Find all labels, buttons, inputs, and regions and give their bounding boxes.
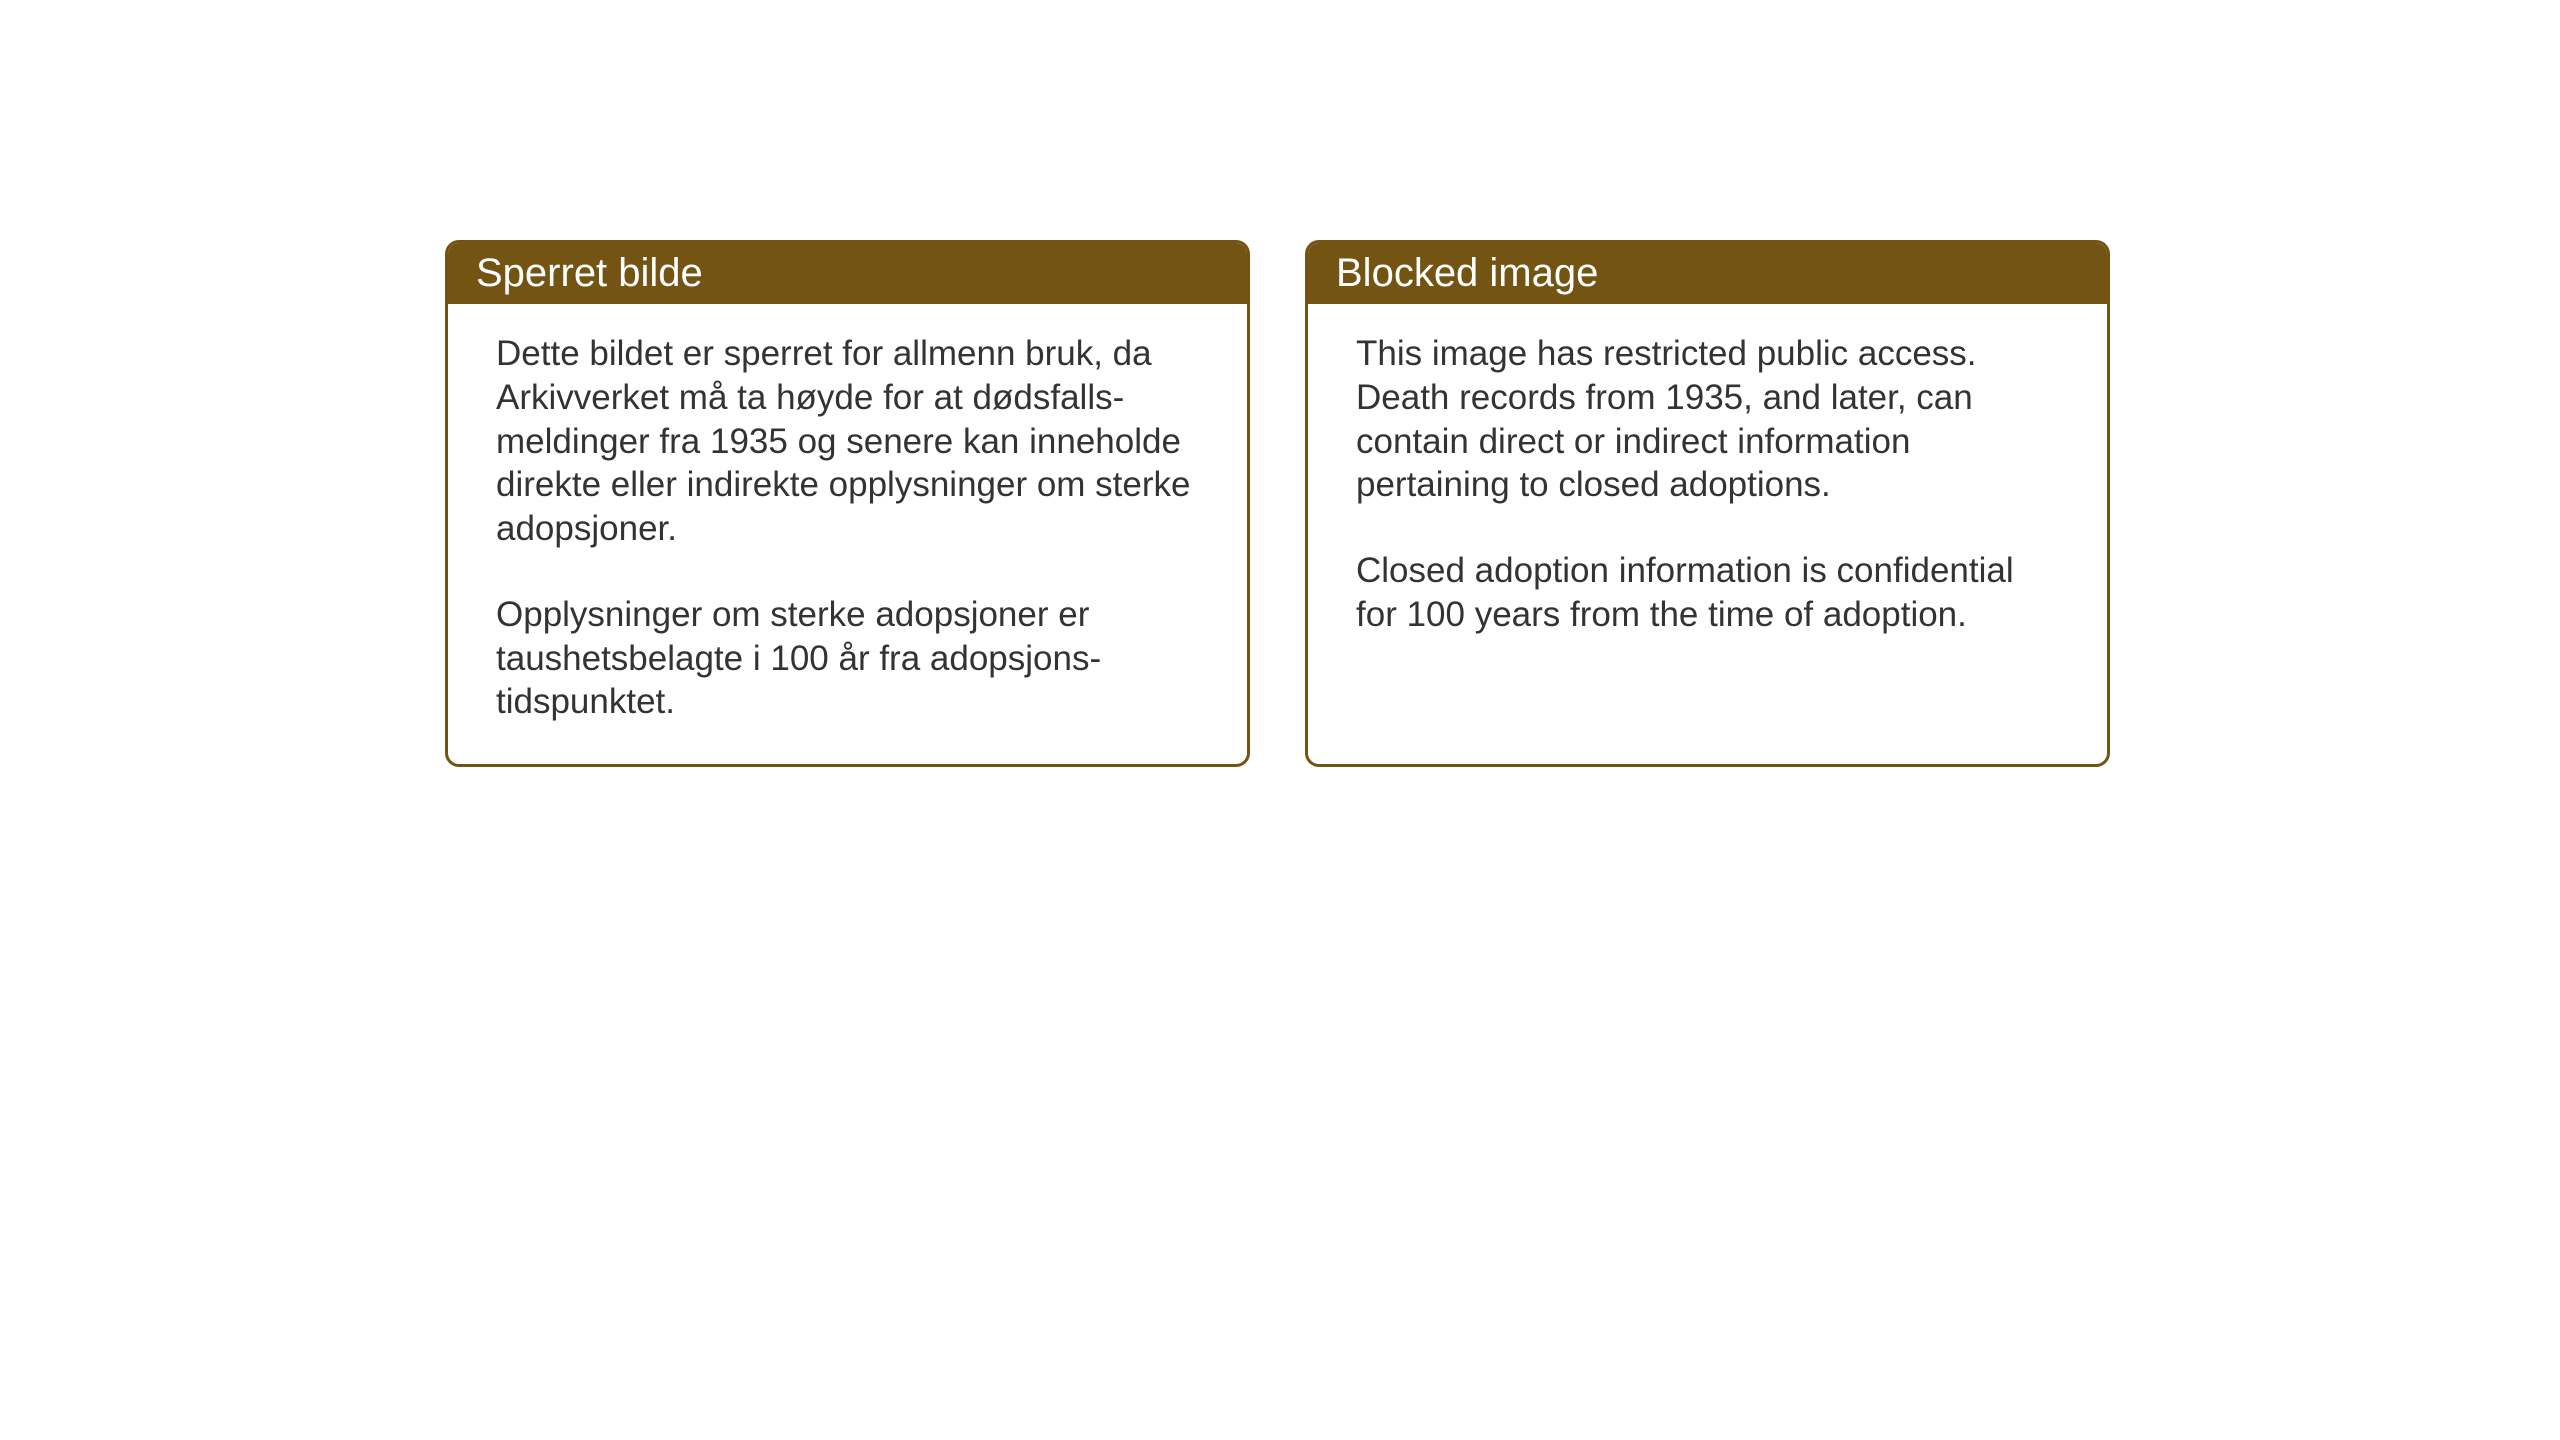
notice-title-norwegian: Sperret bilde xyxy=(476,251,703,295)
notice-header-norwegian: Sperret bilde xyxy=(448,243,1247,304)
notice-paragraph-2-english: Closed adoption information is confident… xyxy=(1356,549,2059,637)
notice-paragraph-2-norwegian: Opplysninger om sterke adopsjoner er tau… xyxy=(496,593,1199,724)
notice-header-english: Blocked image xyxy=(1308,243,2107,304)
notice-paragraph-1-norwegian: Dette bildet er sperret for allmenn bruk… xyxy=(496,332,1199,551)
notice-container: Sperret bilde Dette bildet er sperret fo… xyxy=(445,240,2110,767)
notice-body-norwegian: Dette bildet er sperret for allmenn bruk… xyxy=(448,304,1247,764)
notice-body-english: This image has restricted public access.… xyxy=(1308,304,2107,677)
notice-box-norwegian: Sperret bilde Dette bildet er sperret fo… xyxy=(445,240,1250,767)
notice-paragraph-1-english: This image has restricted public access.… xyxy=(1356,332,2059,507)
notice-box-english: Blocked image This image has restricted … xyxy=(1305,240,2110,767)
notice-title-english: Blocked image xyxy=(1336,251,1598,295)
